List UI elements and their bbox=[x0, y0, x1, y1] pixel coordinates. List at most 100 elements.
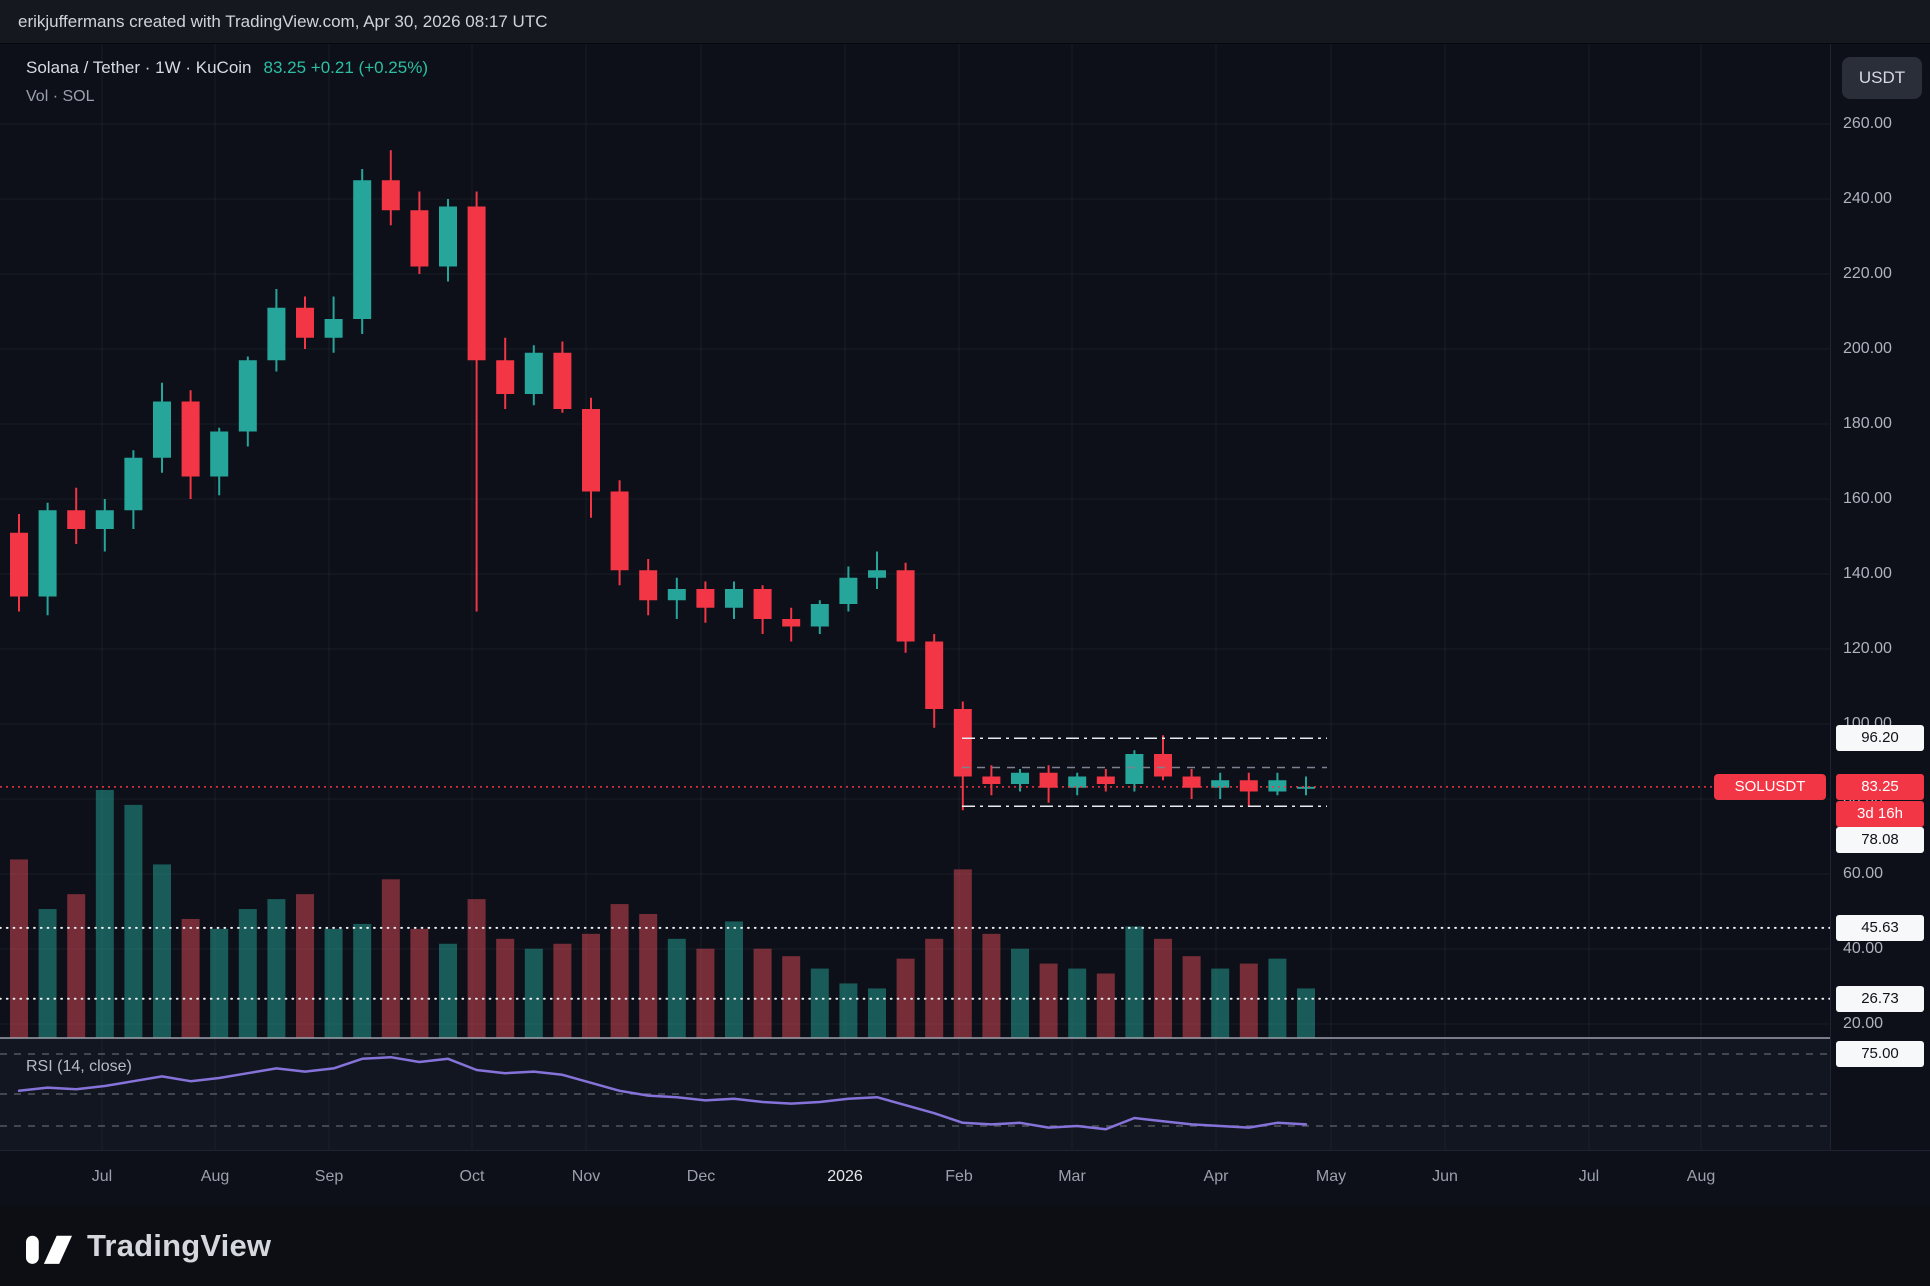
volume-bar bbox=[1182, 956, 1201, 1038]
price-tick-label: 200.00 bbox=[1843, 340, 1892, 357]
price-tick-label: 180.00 bbox=[1843, 415, 1892, 432]
volume-bar bbox=[95, 790, 114, 1038]
time-axis-label: Jul bbox=[1578, 1168, 1600, 1185]
volume-bar bbox=[610, 904, 629, 1038]
candle-body bbox=[324, 319, 343, 338]
attribution-text: erikjuffermans created with TradingView.… bbox=[18, 11, 548, 31]
currency-toggle-button[interactable]: USDT bbox=[1842, 57, 1922, 99]
tradingview-logo-icon[interactable] bbox=[26, 1227, 72, 1265]
candle-body bbox=[953, 709, 972, 777]
price-level-badge[interactable]: 75.00 bbox=[1836, 1041, 1924, 1067]
candle-body bbox=[810, 604, 829, 627]
candle-body bbox=[982, 776, 1001, 784]
candle-body bbox=[1239, 780, 1258, 792]
volume-bar bbox=[925, 938, 944, 1038]
candle-body bbox=[467, 206, 486, 361]
time-axis-label: Mar bbox=[1058, 1168, 1086, 1185]
price-level-badge[interactable]: 96.20 bbox=[1836, 725, 1924, 752]
candle-body bbox=[238, 360, 257, 432]
rsi-study-legend[interactable]: RSI (14, close) bbox=[26, 1058, 132, 1075]
candle-body bbox=[1011, 772, 1029, 784]
time-axis-label: Feb bbox=[945, 1168, 973, 1185]
volume-bar bbox=[639, 914, 658, 1038]
volume-bar bbox=[582, 933, 600, 1038]
candle-body bbox=[1268, 780, 1287, 792]
volume-bar bbox=[524, 948, 543, 1038]
volume-bar bbox=[1096, 973, 1115, 1038]
volume-bar bbox=[953, 869, 972, 1038]
footer: TradingView bbox=[0, 1206, 1930, 1286]
price-level-badge[interactable]: 45.63 bbox=[1836, 914, 1924, 941]
volume-bar bbox=[353, 923, 372, 1038]
candle-body bbox=[95, 510, 114, 529]
volume-bar bbox=[839, 983, 858, 1038]
chart-area: Solana / Tether · 1W · KuCoin 83.25 +0.21… bbox=[0, 44, 1930, 1206]
candle-body bbox=[782, 619, 801, 627]
volume-bar bbox=[153, 864, 171, 1038]
volume-bar bbox=[324, 928, 343, 1038]
candle-body bbox=[1211, 780, 1230, 788]
volume-bar bbox=[810, 968, 829, 1038]
volume-bar bbox=[782, 956, 801, 1038]
symbol-price-label[interactable]: SOLUSDT bbox=[1714, 773, 1826, 800]
candle-body bbox=[1125, 754, 1144, 784]
tradingview-wordmark[interactable]: TradingView bbox=[87, 1228, 272, 1263]
time-axis-label: Dec bbox=[686, 1168, 716, 1185]
bar-countdown-badge: 3d 16h bbox=[1836, 800, 1924, 827]
time-axis-label: Oct bbox=[459, 1168, 485, 1185]
volume-bar bbox=[553, 943, 572, 1038]
legend-last-price: 83.25 bbox=[263, 58, 307, 77]
chart-legend: Solana / Tether · 1W · KuCoin 83.25 +0.21… bbox=[26, 58, 428, 106]
volume-bar bbox=[210, 928, 229, 1038]
last-price-badge: 83.25 bbox=[1836, 773, 1924, 800]
candle-body bbox=[1068, 776, 1087, 788]
volume-bar bbox=[753, 948, 772, 1038]
time-axis[interactable]: Jul Aug Sep Oct Nov Dec 2026 Feb Mar Apr May Jun Jul… bbox=[0, 1150, 1930, 1206]
volume-study-legend[interactable]: Vol · SOL bbox=[26, 88, 95, 105]
volume-bar bbox=[410, 928, 429, 1038]
volume-bar bbox=[496, 938, 515, 1038]
price-level-badge[interactable]: 78.08 bbox=[1836, 827, 1924, 854]
volume-bar bbox=[725, 921, 743, 1038]
rsi-line bbox=[17, 1055, 1308, 1131]
volume-bar bbox=[296, 894, 314, 1038]
volume-bar bbox=[696, 948, 715, 1038]
time-axis-label: May bbox=[1315, 1168, 1347, 1185]
candle-body bbox=[153, 401, 171, 458]
volume-bar bbox=[1239, 963, 1258, 1038]
symbol-legend-title[interactable]: Solana / Tether · 1W · KuCoin bbox=[26, 58, 252, 77]
candlestick-chart-canvas[interactable] bbox=[0, 44, 1830, 1150]
candle-body bbox=[524, 352, 543, 394]
candle-body bbox=[610, 491, 629, 571]
candle-body bbox=[124, 457, 143, 511]
price-level-badge[interactable]: 26.73 bbox=[1836, 985, 1924, 1012]
candle-body bbox=[696, 589, 715, 608]
time-axis-label: Nov bbox=[571, 1168, 601, 1185]
candle-body bbox=[1096, 776, 1115, 784]
volume-bar bbox=[1068, 968, 1087, 1038]
price-tick-label: 140.00 bbox=[1843, 565, 1892, 582]
volume-bar bbox=[1039, 963, 1058, 1038]
time-axis-label: Apr bbox=[1203, 1168, 1229, 1185]
candle-body bbox=[10, 532, 28, 597]
price-scale[interactable]: 260.00 240.00 220.00 200.00 180.00 160.00 140.… bbox=[1830, 44, 1930, 1150]
candle-body bbox=[725, 589, 743, 608]
time-axis-label: Aug bbox=[1686, 1168, 1716, 1185]
candle-body bbox=[38, 510, 57, 597]
time-axis-label: Aug bbox=[200, 1168, 230, 1185]
volume-bar bbox=[1011, 948, 1029, 1038]
price-tick-label: 160.00 bbox=[1843, 490, 1892, 507]
candle-body bbox=[582, 409, 600, 492]
candle-body bbox=[1297, 786, 1315, 789]
candle-body bbox=[210, 431, 229, 477]
candle-body bbox=[553, 352, 572, 409]
candle-body bbox=[181, 401, 200, 477]
candle-body bbox=[839, 577, 858, 604]
candle-body bbox=[381, 180, 400, 211]
volume-bar bbox=[1154, 938, 1172, 1038]
volume-bar bbox=[467, 899, 486, 1038]
price-tick-label: 60.00 bbox=[1843, 865, 1884, 882]
volume-bar bbox=[381, 879, 400, 1038]
volume-bar bbox=[1211, 968, 1230, 1038]
time-axis-label: 2026 bbox=[827, 1168, 863, 1185]
